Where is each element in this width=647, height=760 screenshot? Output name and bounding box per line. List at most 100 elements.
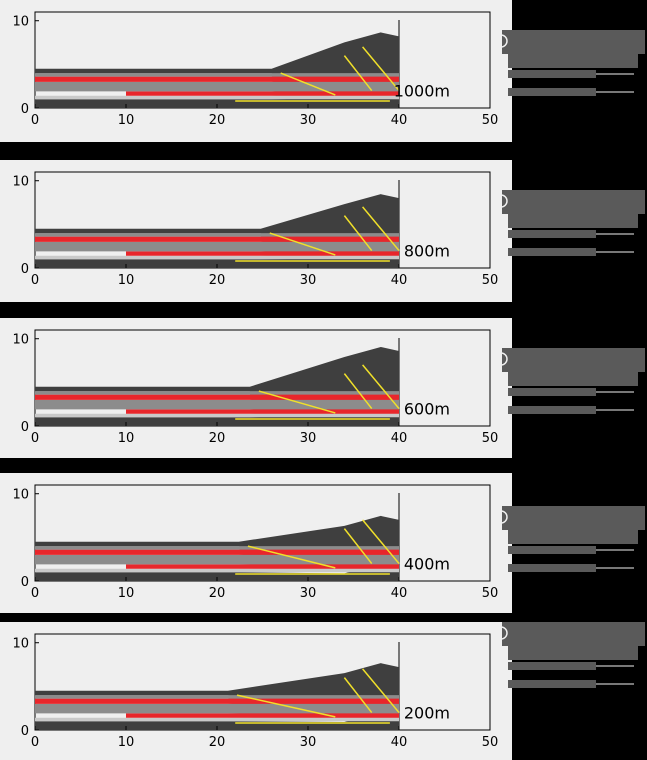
x-tick-label: 50: [482, 586, 499, 601]
legend-block: [502, 30, 645, 54]
x-tick-label: 30: [300, 113, 317, 128]
x-tick-label: 10: [118, 586, 135, 601]
legend-block: [502, 622, 645, 646]
legend-block: [508, 372, 638, 386]
y-tick-label: 0: [21, 575, 29, 590]
distance-label: 200m: [404, 704, 450, 723]
legend-block: [502, 348, 645, 372]
layer-band: [35, 563, 399, 581]
y-tick-label: 10: [12, 333, 29, 348]
legend-block: [508, 230, 596, 238]
y-tick-label: 0: [21, 102, 29, 117]
legend-block: [508, 530, 638, 544]
arrow-icon: [500, 565, 507, 571]
y-tick-label: 10: [12, 637, 29, 652]
x-tick-label: 40: [391, 431, 408, 446]
y-tick-label: 0: [21, 262, 29, 277]
fault-line: [362, 668, 400, 714]
layer-band: [35, 346, 399, 392]
y-tick-label: 10: [12, 15, 29, 30]
legend-block: [502, 506, 645, 530]
x-tick-label: 40: [391, 586, 408, 601]
fault-line: [362, 519, 400, 565]
x-tick-label: 30: [300, 586, 317, 601]
legend-block: [502, 190, 645, 214]
arrow-icon: [500, 71, 507, 77]
legend-marker: [494, 34, 508, 48]
legend-block: [508, 546, 596, 554]
arrow-icon: [500, 249, 507, 255]
x-tick-label: 40: [391, 113, 408, 128]
legend-block: [508, 248, 596, 256]
x-tick-label: 0: [31, 735, 39, 750]
arrow-icon: [500, 663, 507, 669]
x-tick-label: 50: [482, 113, 499, 128]
layer-band: [35, 88, 399, 108]
x-tick-label: 40: [391, 273, 408, 288]
legend-block: [508, 680, 596, 688]
side-annotation: [494, 24, 647, 130]
side-annotation: [494, 500, 647, 574]
x-tick-label: 0: [31, 273, 39, 288]
x-tick-label: 20: [209, 431, 226, 446]
x-tick-label: 10: [118, 113, 135, 128]
layer-band: [35, 684, 399, 714]
fault-line: [362, 46, 400, 92]
layer-band: [35, 405, 399, 426]
fault-line: [362, 364, 400, 410]
layer-band: [35, 217, 399, 252]
distance-label: 600m: [404, 400, 450, 419]
arrow-icon: [500, 547, 507, 553]
plot-panel: 0 10 20 30 40 50 0 10 800m: [0, 160, 512, 302]
distance-label: 400m: [404, 555, 450, 574]
fault-line: [236, 694, 336, 718]
layer-band: [35, 663, 399, 696]
x-tick-label: 0: [31, 431, 39, 446]
fault-line: [280, 72, 336, 96]
x-tick-label: 40: [391, 735, 408, 750]
arrow-icon: [500, 89, 507, 95]
fault-line: [247, 545, 336, 569]
layer-band: [35, 32, 399, 74]
fault-line: [343, 215, 373, 252]
layer-band: [35, 515, 399, 547]
x-tick-label: 30: [300, 273, 317, 288]
plot-panel: 0 10 20 30 40 50 0 10 200m: [0, 622, 512, 760]
distance-label: 1000m: [394, 82, 450, 101]
fault-line: [362, 206, 400, 252]
legend-block: [508, 388, 596, 396]
plot-svg: 0 10 20 30 40 50 0 10 600m: [12, 329, 498, 446]
fault-line: [343, 528, 373, 565]
legend-block: [508, 646, 638, 660]
arrow-icon: [500, 231, 507, 237]
plot-panel: 0 10 20 30 40 50 0 10 600m: [0, 318, 512, 458]
layer-band: [35, 194, 399, 234]
x-tick-label: 20: [209, 273, 226, 288]
fault-line: [343, 373, 373, 410]
side-annotation: [494, 342, 647, 420]
layer-band: [35, 712, 399, 730]
arrow-icon: [500, 407, 507, 413]
layer-band: [35, 56, 399, 92]
x-tick-label: 0: [31, 586, 39, 601]
legend-block: [508, 406, 596, 414]
x-tick-label: 0: [31, 113, 39, 128]
plot-panel: 0 10 20 30 40 50 0 10 400m: [0, 473, 512, 613]
legend-marker: [494, 626, 508, 640]
side-annotation: [494, 616, 647, 720]
legend-block: [508, 662, 596, 670]
x-tick-label: 10: [118, 735, 135, 750]
legend-block: [508, 564, 596, 572]
legend-block: [508, 214, 638, 228]
y-tick-label: 0: [21, 420, 29, 435]
x-tick-label: 20: [209, 735, 226, 750]
legend-block: [508, 54, 638, 68]
plot-svg: 0 10 20 30 40 50 0 10 1000m: [12, 11, 499, 128]
legend-marker: [494, 352, 508, 366]
x-tick-label: 50: [482, 273, 499, 288]
y-tick-label: 10: [12, 488, 29, 503]
legend-block: [508, 88, 596, 96]
fault-line: [343, 55, 373, 92]
plot-svg: 0 10 20 30 40 50 0 10 400m: [12, 484, 499, 601]
legend-marker: [494, 194, 508, 208]
